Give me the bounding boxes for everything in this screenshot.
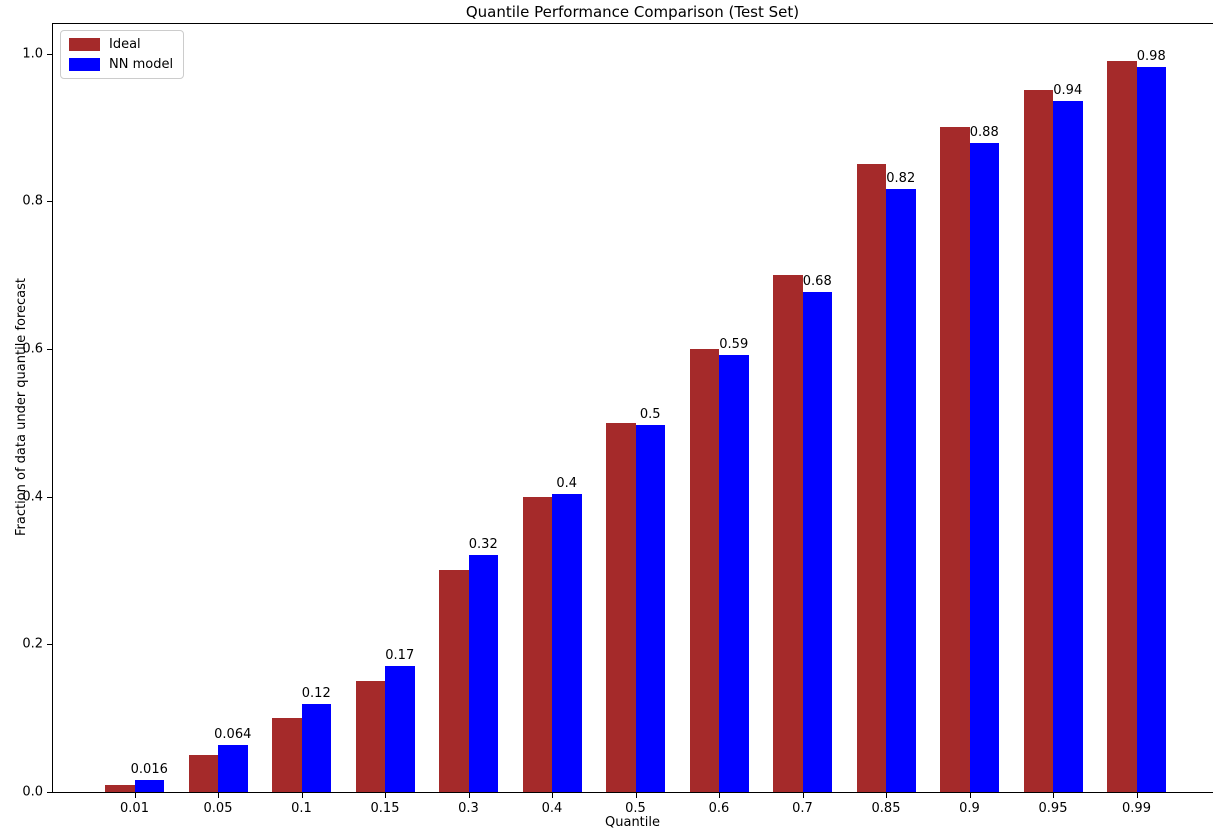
bar-ideal-0.4	[522, 496, 552, 792]
bar-nn-model-0.05	[218, 744, 248, 792]
bar-value-label: 0.32	[468, 536, 498, 552]
x-tick-mark	[719, 793, 720, 798]
y-tick-mark	[47, 201, 52, 203]
bar-nn-model-0.01	[134, 780, 164, 792]
x-tick-label: 0.15	[370, 801, 400, 816]
x-tick-label: 0.3	[458, 801, 479, 816]
bar-ideal-0.05	[188, 755, 218, 792]
bar-ideal-0.9	[940, 127, 970, 792]
bar-ideal-0.1	[272, 718, 302, 792]
bar-nn-model-0.95	[1053, 100, 1083, 792]
y-tick-label: 0.8	[22, 193, 43, 209]
bar-ideal-0.3	[439, 570, 469, 792]
bar-ideal-0.85	[856, 164, 886, 792]
x-tick-mark	[385, 793, 386, 798]
x-axis-label: Quantile	[605, 815, 660, 830]
y-tick-mark	[47, 53, 52, 55]
bar-value-label: 0.82	[886, 170, 916, 186]
x-tick-label: 0.85	[871, 801, 901, 816]
bar-ideal-0.5	[606, 422, 636, 792]
y-tick-mark	[47, 792, 52, 793]
legend: Ideal NN model	[60, 30, 185, 79]
y-tick-label: 0.4	[22, 489, 43, 505]
x-tick-mark	[218, 793, 219, 798]
x-tick-mark	[969, 793, 971, 798]
bar-nn-model-0.7	[802, 292, 832, 792]
x-tick-mark	[635, 793, 637, 798]
bar-nn-model-0.1	[301, 704, 331, 792]
bar-value-label: 0.68	[802, 274, 832, 290]
bar-nn-model-0.15	[385, 665, 415, 792]
y-tick-mark	[47, 496, 52, 498]
bar-value-label: 0.5	[639, 407, 661, 422]
bar-nn-model-0.85	[886, 188, 916, 792]
y-tick-mark	[47, 644, 52, 646]
bar-value-label: 0.98	[1136, 48, 1166, 64]
bar-nn-model-0.3	[468, 554, 498, 792]
bar-ideal-0.6	[689, 348, 719, 792]
bar-nn-model-0.4	[552, 494, 582, 792]
y-tick-label: 0.0	[22, 784, 43, 800]
x-tick-mark	[886, 793, 887, 798]
x-tick-mark	[1136, 793, 1138, 798]
bar-value-label: 0.12	[301, 686, 331, 702]
bar-ideal-0.15	[355, 681, 385, 792]
bar-value-label: 0.016	[130, 762, 168, 778]
legend-item-ideal: Ideal	[69, 37, 173, 52]
legend-swatch-ideal	[69, 38, 100, 51]
x-tick-label: 0.5	[625, 801, 646, 816]
bar-nn-model-0.5	[635, 425, 665, 792]
bar-ideal-0.99	[1107, 60, 1137, 792]
x-tick-label: 0.9	[959, 801, 980, 816]
x-tick-mark	[802, 793, 804, 798]
bar-nn-model-0.6	[719, 354, 749, 792]
y-tick-label: 1.0	[22, 46, 43, 62]
x-tick-mark	[552, 793, 553, 798]
x-tick-mark	[468, 793, 470, 798]
x-tick-label: 0.7	[792, 801, 813, 816]
y-tick-label: 0.2	[22, 636, 43, 652]
bar-value-label: 0.4	[556, 476, 578, 492]
bar-ideal-0.01	[105, 784, 135, 792]
x-tick-label: 0.4	[541, 801, 563, 816]
chart-title: Quantile Performance Comparison (Test Se…	[465, 3, 800, 21]
x-tick-label: 0.95	[1038, 801, 1068, 816]
bar-ideal-0.95	[1023, 90, 1053, 792]
legend-item-nn-model: NN model	[69, 57, 173, 72]
bar-value-label: 0.17	[385, 647, 415, 663]
bar-ideal-0.7	[773, 275, 803, 792]
y-tick-mark	[47, 348, 52, 350]
bar-nn-model-0.9	[969, 142, 999, 792]
bar-nn-model-0.99	[1136, 66, 1166, 792]
bar-value-label: 0.88	[969, 124, 999, 140]
legend-label-ideal: Ideal	[109, 37, 141, 52]
legend-swatch-nn-model	[69, 58, 100, 71]
plot-area: Ideal NN model 0.016 0.064 0.12 0.17 0.32 0.4…	[22, 23, 1213, 816]
legend-label-nn-model: NN model	[109, 57, 174, 72]
x-tick-label: 0.6	[708, 801, 730, 816]
bar-value-label: 0.59	[719, 336, 749, 352]
x-tick-mark	[301, 793, 303, 798]
x-tick-label: 0.99	[1122, 801, 1151, 816]
x-tick-mark	[134, 793, 136, 798]
x-tick-mark	[1053, 793, 1054, 798]
x-tick-label: 0.01	[120, 801, 149, 816]
x-tick-label: 0.05	[203, 801, 233, 816]
y-tick-label: 0.6	[22, 341, 43, 357]
bar-value-label: 0.94	[1053, 82, 1083, 98]
bar-value-label: 0.064	[214, 726, 252, 742]
x-tick-label: 0.1	[291, 801, 312, 816]
